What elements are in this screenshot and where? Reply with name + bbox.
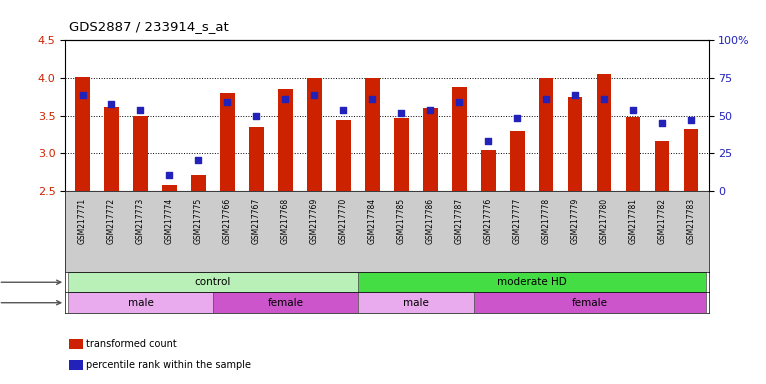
Text: GSM217773: GSM217773 (136, 198, 145, 244)
Text: GSM217787: GSM217787 (455, 198, 463, 244)
Point (337, 107, 349, 113)
Point (280, 96, 292, 102)
Bar (68, 272, 358, 293)
Text: GSM217779: GSM217779 (571, 198, 580, 244)
Point (134, 107, 146, 113)
Bar (213, 293, 358, 313)
Point (656, 120, 668, 126)
Text: GSM217781: GSM217781 (629, 198, 637, 244)
Point (106, 101, 118, 108)
Point (569, 91, 581, 98)
Text: GSM217769: GSM217769 (310, 198, 319, 244)
Text: GSM217774: GSM217774 (165, 198, 174, 244)
Bar (162, 185, 177, 191)
Text: transformed count: transformed count (86, 339, 176, 349)
Text: moderate HD: moderate HD (497, 277, 567, 287)
Text: gender: gender (0, 298, 61, 308)
Bar (68, 293, 213, 313)
Point (482, 137, 494, 144)
Point (598, 96, 611, 102)
Text: GSM217783: GSM217783 (686, 198, 696, 244)
Text: GSM217782: GSM217782 (658, 198, 666, 244)
Text: GSM217780: GSM217780 (600, 198, 609, 244)
Point (685, 116, 697, 122)
Bar (452, 87, 466, 191)
Text: GSM217785: GSM217785 (397, 198, 406, 244)
Point (395, 111, 408, 117)
Bar (220, 93, 234, 191)
Bar (394, 118, 408, 191)
Bar (597, 74, 611, 191)
Bar (626, 117, 640, 191)
Point (424, 107, 437, 113)
Bar (481, 150, 496, 191)
Bar (474, 293, 705, 313)
Point (192, 156, 205, 162)
Text: female: female (267, 298, 303, 308)
Bar (568, 97, 582, 191)
Bar (365, 78, 380, 191)
Point (77, 91, 89, 98)
Text: male: male (127, 298, 153, 308)
Bar (133, 116, 148, 191)
Text: GSM217767: GSM217767 (252, 198, 261, 244)
Point (453, 99, 466, 105)
Point (627, 107, 640, 113)
Bar (307, 78, 322, 191)
Bar (336, 119, 351, 191)
Point (250, 113, 263, 119)
Text: GSM217776: GSM217776 (484, 198, 493, 244)
Text: GSM217784: GSM217784 (368, 198, 377, 244)
Bar (104, 107, 119, 191)
Text: GSM217775: GSM217775 (194, 198, 203, 244)
Text: GSM217766: GSM217766 (223, 198, 232, 244)
Text: GSM217786: GSM217786 (426, 198, 435, 244)
Bar (539, 78, 554, 191)
Text: control: control (195, 277, 231, 287)
Point (540, 96, 552, 102)
Bar (192, 175, 206, 191)
Text: GSM217772: GSM217772 (107, 198, 116, 244)
Text: GSM217768: GSM217768 (281, 198, 290, 244)
Text: GSM217778: GSM217778 (542, 198, 551, 244)
Point (163, 172, 175, 178)
Bar (358, 293, 474, 313)
Text: GDS2887 / 233914_s_at: GDS2887 / 233914_s_at (69, 20, 229, 33)
Text: GSM217777: GSM217777 (512, 198, 522, 244)
Bar (278, 89, 293, 191)
Text: disease state: disease state (0, 277, 61, 287)
Text: percentile rank within the sample: percentile rank within the sample (86, 360, 250, 370)
Point (221, 99, 234, 105)
Point (511, 115, 523, 121)
Text: female: female (571, 298, 607, 308)
Point (366, 96, 378, 102)
Bar (684, 129, 699, 191)
Text: GSM217770: GSM217770 (339, 198, 348, 244)
Bar (249, 127, 264, 191)
Bar (655, 141, 669, 191)
Point (308, 91, 320, 98)
Text: GSM217771: GSM217771 (78, 198, 87, 244)
Bar (358, 272, 705, 293)
Text: male: male (403, 298, 429, 308)
Bar (75, 77, 90, 191)
Bar (510, 131, 525, 191)
Bar (423, 108, 437, 191)
